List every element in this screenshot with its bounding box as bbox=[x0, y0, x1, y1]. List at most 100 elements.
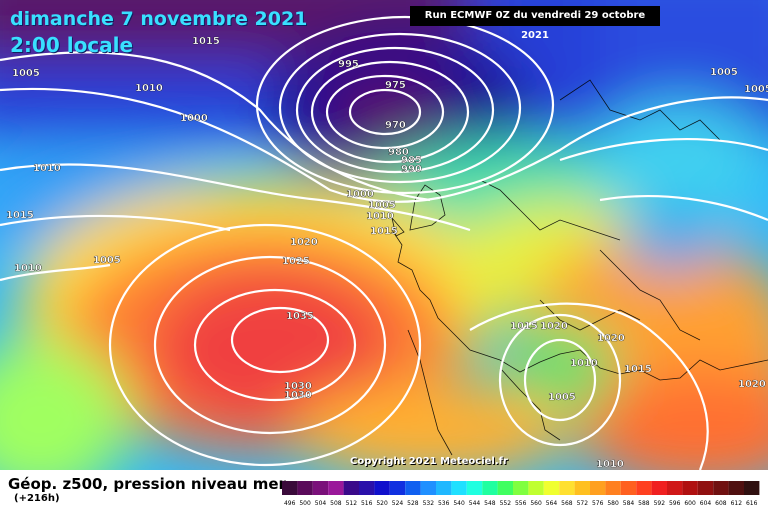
pressure-label: 1015 bbox=[510, 321, 538, 332]
scale-label: 600 bbox=[684, 500, 696, 507]
scale-label: 520 bbox=[376, 500, 388, 507]
scale-label: 572 bbox=[577, 500, 589, 507]
color-scale: 496 500 504 508 512 516 520 524 528 532 536 540 544 5… bbox=[282, 481, 760, 507]
pressure-label: 1000 bbox=[346, 189, 374, 200]
pressure-label: 1020 bbox=[290, 237, 318, 248]
pressure-labels: 1015 1005 1010 1000 995 975 970 980 985 … bbox=[6, 36, 768, 470]
scale-swatch bbox=[651, 481, 667, 495]
scale-swatch bbox=[282, 481, 298, 495]
scale-label: 588 bbox=[638, 500, 650, 507]
footer: Géop. z500, pression niveau mer (+216h) … bbox=[0, 470, 768, 512]
pressure-label: 1030 bbox=[284, 390, 312, 401]
pressure-label: 1005 bbox=[548, 392, 576, 403]
run-info: Run ECMWF 0Z du vendredi 29 octobre 2021 bbox=[410, 6, 660, 41]
pressure-label: 1010 bbox=[135, 83, 163, 94]
field-label: Géop. z500, pression niveau mer bbox=[8, 475, 286, 493]
scale-swatch bbox=[713, 481, 729, 495]
scale-swatch bbox=[312, 481, 329, 495]
pressure-label: 1000 bbox=[180, 113, 208, 124]
scale-label: 592 bbox=[654, 500, 666, 507]
scale-swatch bbox=[374, 481, 390, 495]
pressure-label: 970 bbox=[385, 120, 406, 131]
scale-swatch bbox=[682, 481, 698, 495]
scale-swatch bbox=[667, 481, 683, 495]
pressure-label: 1015 bbox=[192, 36, 220, 47]
scale-swatch bbox=[389, 481, 406, 495]
scale-label: 608 bbox=[715, 500, 727, 507]
scale-label: 604 bbox=[700, 500, 712, 507]
scale-label: 616 bbox=[746, 500, 758, 507]
scale-label: 496 bbox=[284, 500, 296, 507]
copyright: Copyright 2021 Meteociel.fr bbox=[350, 456, 508, 467]
pressure-label: 1005 bbox=[710, 67, 738, 78]
coastlines bbox=[391, 79, 768, 456]
pressure-label: 1015 bbox=[6, 210, 34, 221]
pressure-label: 980 bbox=[388, 147, 409, 158]
pressure-label: 1020 bbox=[540, 321, 568, 332]
pressure-label: 1010 bbox=[33, 163, 61, 174]
scale-label: 568 bbox=[561, 500, 573, 507]
forecast-hour: (+216h) bbox=[14, 493, 60, 504]
isobars bbox=[0, 15, 768, 470]
pressure-label: 1020 bbox=[738, 379, 766, 390]
scale-label: 528 bbox=[407, 500, 419, 507]
weather-map: 1015 1005 1010 1000 995 975 970 980 985 … bbox=[0, 0, 768, 470]
scale-swatch bbox=[543, 481, 560, 495]
scale-swatch bbox=[420, 481, 436, 495]
map-time: 2:00 locale bbox=[10, 33, 134, 57]
pressure-label: 1015 bbox=[370, 226, 398, 237]
pressure-label: 975 bbox=[385, 80, 406, 91]
pressure-label: 1010 bbox=[366, 211, 394, 222]
pressure-label: 1005 bbox=[93, 255, 121, 266]
pressure-label: 990 bbox=[401, 164, 422, 175]
scale-swatch bbox=[605, 481, 621, 495]
pressure-label: 1010 bbox=[570, 358, 598, 369]
scale-swatch bbox=[513, 481, 529, 495]
scale-label: 560 bbox=[530, 500, 542, 507]
pressure-label: 1030 bbox=[284, 381, 312, 392]
map-date: dimanche 7 novembre 2021 bbox=[10, 8, 308, 30]
scale-swatch bbox=[328, 481, 344, 495]
scale-label: 540 bbox=[453, 500, 465, 507]
scale-label: 516 bbox=[361, 500, 373, 507]
pressure-label: 1005 bbox=[744, 84, 768, 95]
pressure-label: 1005 bbox=[12, 68, 40, 79]
pressure-label: 1020 bbox=[597, 333, 625, 344]
scale-swatch bbox=[744, 481, 760, 495]
scale-swatch bbox=[728, 481, 744, 495]
scale-label: 556 bbox=[515, 500, 527, 507]
scale-swatch bbox=[636, 481, 652, 495]
pressure-label: 1025 bbox=[282, 256, 310, 267]
scale-label: 544 bbox=[469, 500, 481, 507]
scale-swatch bbox=[405, 481, 421, 495]
scale-label: 500 bbox=[299, 500, 311, 507]
scale-label: 548 bbox=[484, 500, 496, 507]
scale-swatch bbox=[697, 481, 714, 495]
scale-label: 584 bbox=[623, 500, 635, 507]
scale-label: 532 bbox=[423, 500, 435, 507]
scale-swatch bbox=[451, 481, 467, 495]
pressure-label: 1015 bbox=[624, 364, 652, 375]
scale-swatch bbox=[528, 481, 544, 495]
scale-label: 612 bbox=[731, 500, 743, 507]
scale-swatch bbox=[482, 481, 498, 495]
scale-label: 512 bbox=[346, 500, 358, 507]
scale-swatch bbox=[466, 481, 483, 495]
scale-label: 576 bbox=[592, 500, 604, 507]
scale-label: 580 bbox=[607, 500, 619, 507]
scale-swatch bbox=[343, 481, 359, 495]
pressure-label: 995 bbox=[338, 59, 359, 70]
scale-label: 504 bbox=[315, 500, 327, 507]
scale-swatch bbox=[359, 481, 375, 495]
scale-swatch bbox=[590, 481, 606, 495]
pressure-label: 985 bbox=[401, 155, 422, 166]
scale-label: 536 bbox=[438, 500, 450, 507]
scale-swatch bbox=[620, 481, 637, 495]
scale-label: 508 bbox=[330, 500, 342, 507]
scale-swatch bbox=[574, 481, 590, 495]
scale-swatch bbox=[297, 481, 313, 495]
pressure-label: 1010 bbox=[14, 263, 42, 274]
scale-swatch bbox=[497, 481, 513, 495]
scale-swatch bbox=[436, 481, 452, 495]
pressure-label: 1035 bbox=[286, 311, 314, 322]
